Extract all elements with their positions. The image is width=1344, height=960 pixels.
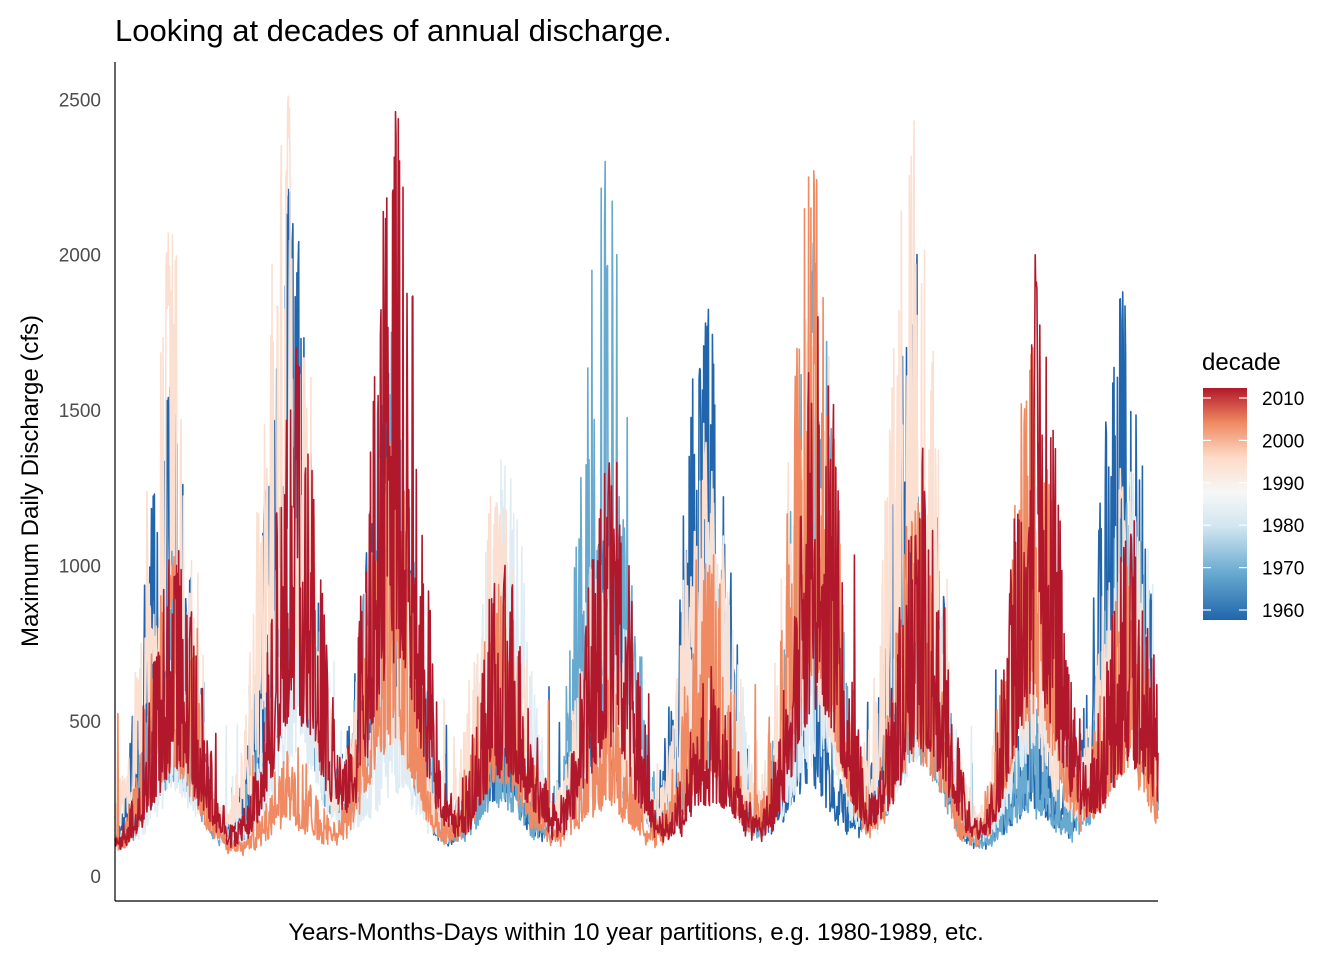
series-layer bbox=[114, 95, 1159, 857]
legend-label: 1960 bbox=[1262, 601, 1304, 622]
legend-label: 1990 bbox=[1262, 474, 1304, 495]
legend-title: decade bbox=[1202, 349, 1281, 376]
legend-label: 1970 bbox=[1262, 559, 1304, 580]
y-axis-ticks: 0 500 1000 1500 2000 2500 bbox=[59, 90, 101, 888]
y-tick-label: 1000 bbox=[59, 556, 101, 577]
legend: decade 2010 2000 1990 1980 1970 1960 bbox=[1202, 349, 1304, 622]
y-axis-label: Maximum Daily Discharge (cfs) bbox=[17, 315, 44, 647]
legend-label: 2000 bbox=[1262, 431, 1304, 452]
legend-label: 2010 bbox=[1262, 389, 1304, 410]
x-axis-label: Years-Months-Days within 10 year partiti… bbox=[288, 919, 983, 946]
chart-title: Looking at decades of annual discharge. bbox=[115, 13, 672, 48]
legend-ticks: 2010 2000 1990 1980 1970 1960 bbox=[1203, 389, 1304, 622]
y-tick-label: 2000 bbox=[59, 246, 101, 267]
legend-label: 1980 bbox=[1262, 516, 1304, 537]
y-tick-label: 0 bbox=[90, 867, 101, 888]
series-line-2010 bbox=[114, 110, 1159, 850]
legend-colorbar bbox=[1203, 388, 1247, 620]
y-tick-label: 500 bbox=[69, 712, 101, 733]
y-tick-label: 2500 bbox=[59, 90, 101, 111]
y-tick-label: 1500 bbox=[59, 401, 101, 422]
series-line-2000 bbox=[114, 170, 1159, 857]
plot-area bbox=[114, 62, 1159, 902]
